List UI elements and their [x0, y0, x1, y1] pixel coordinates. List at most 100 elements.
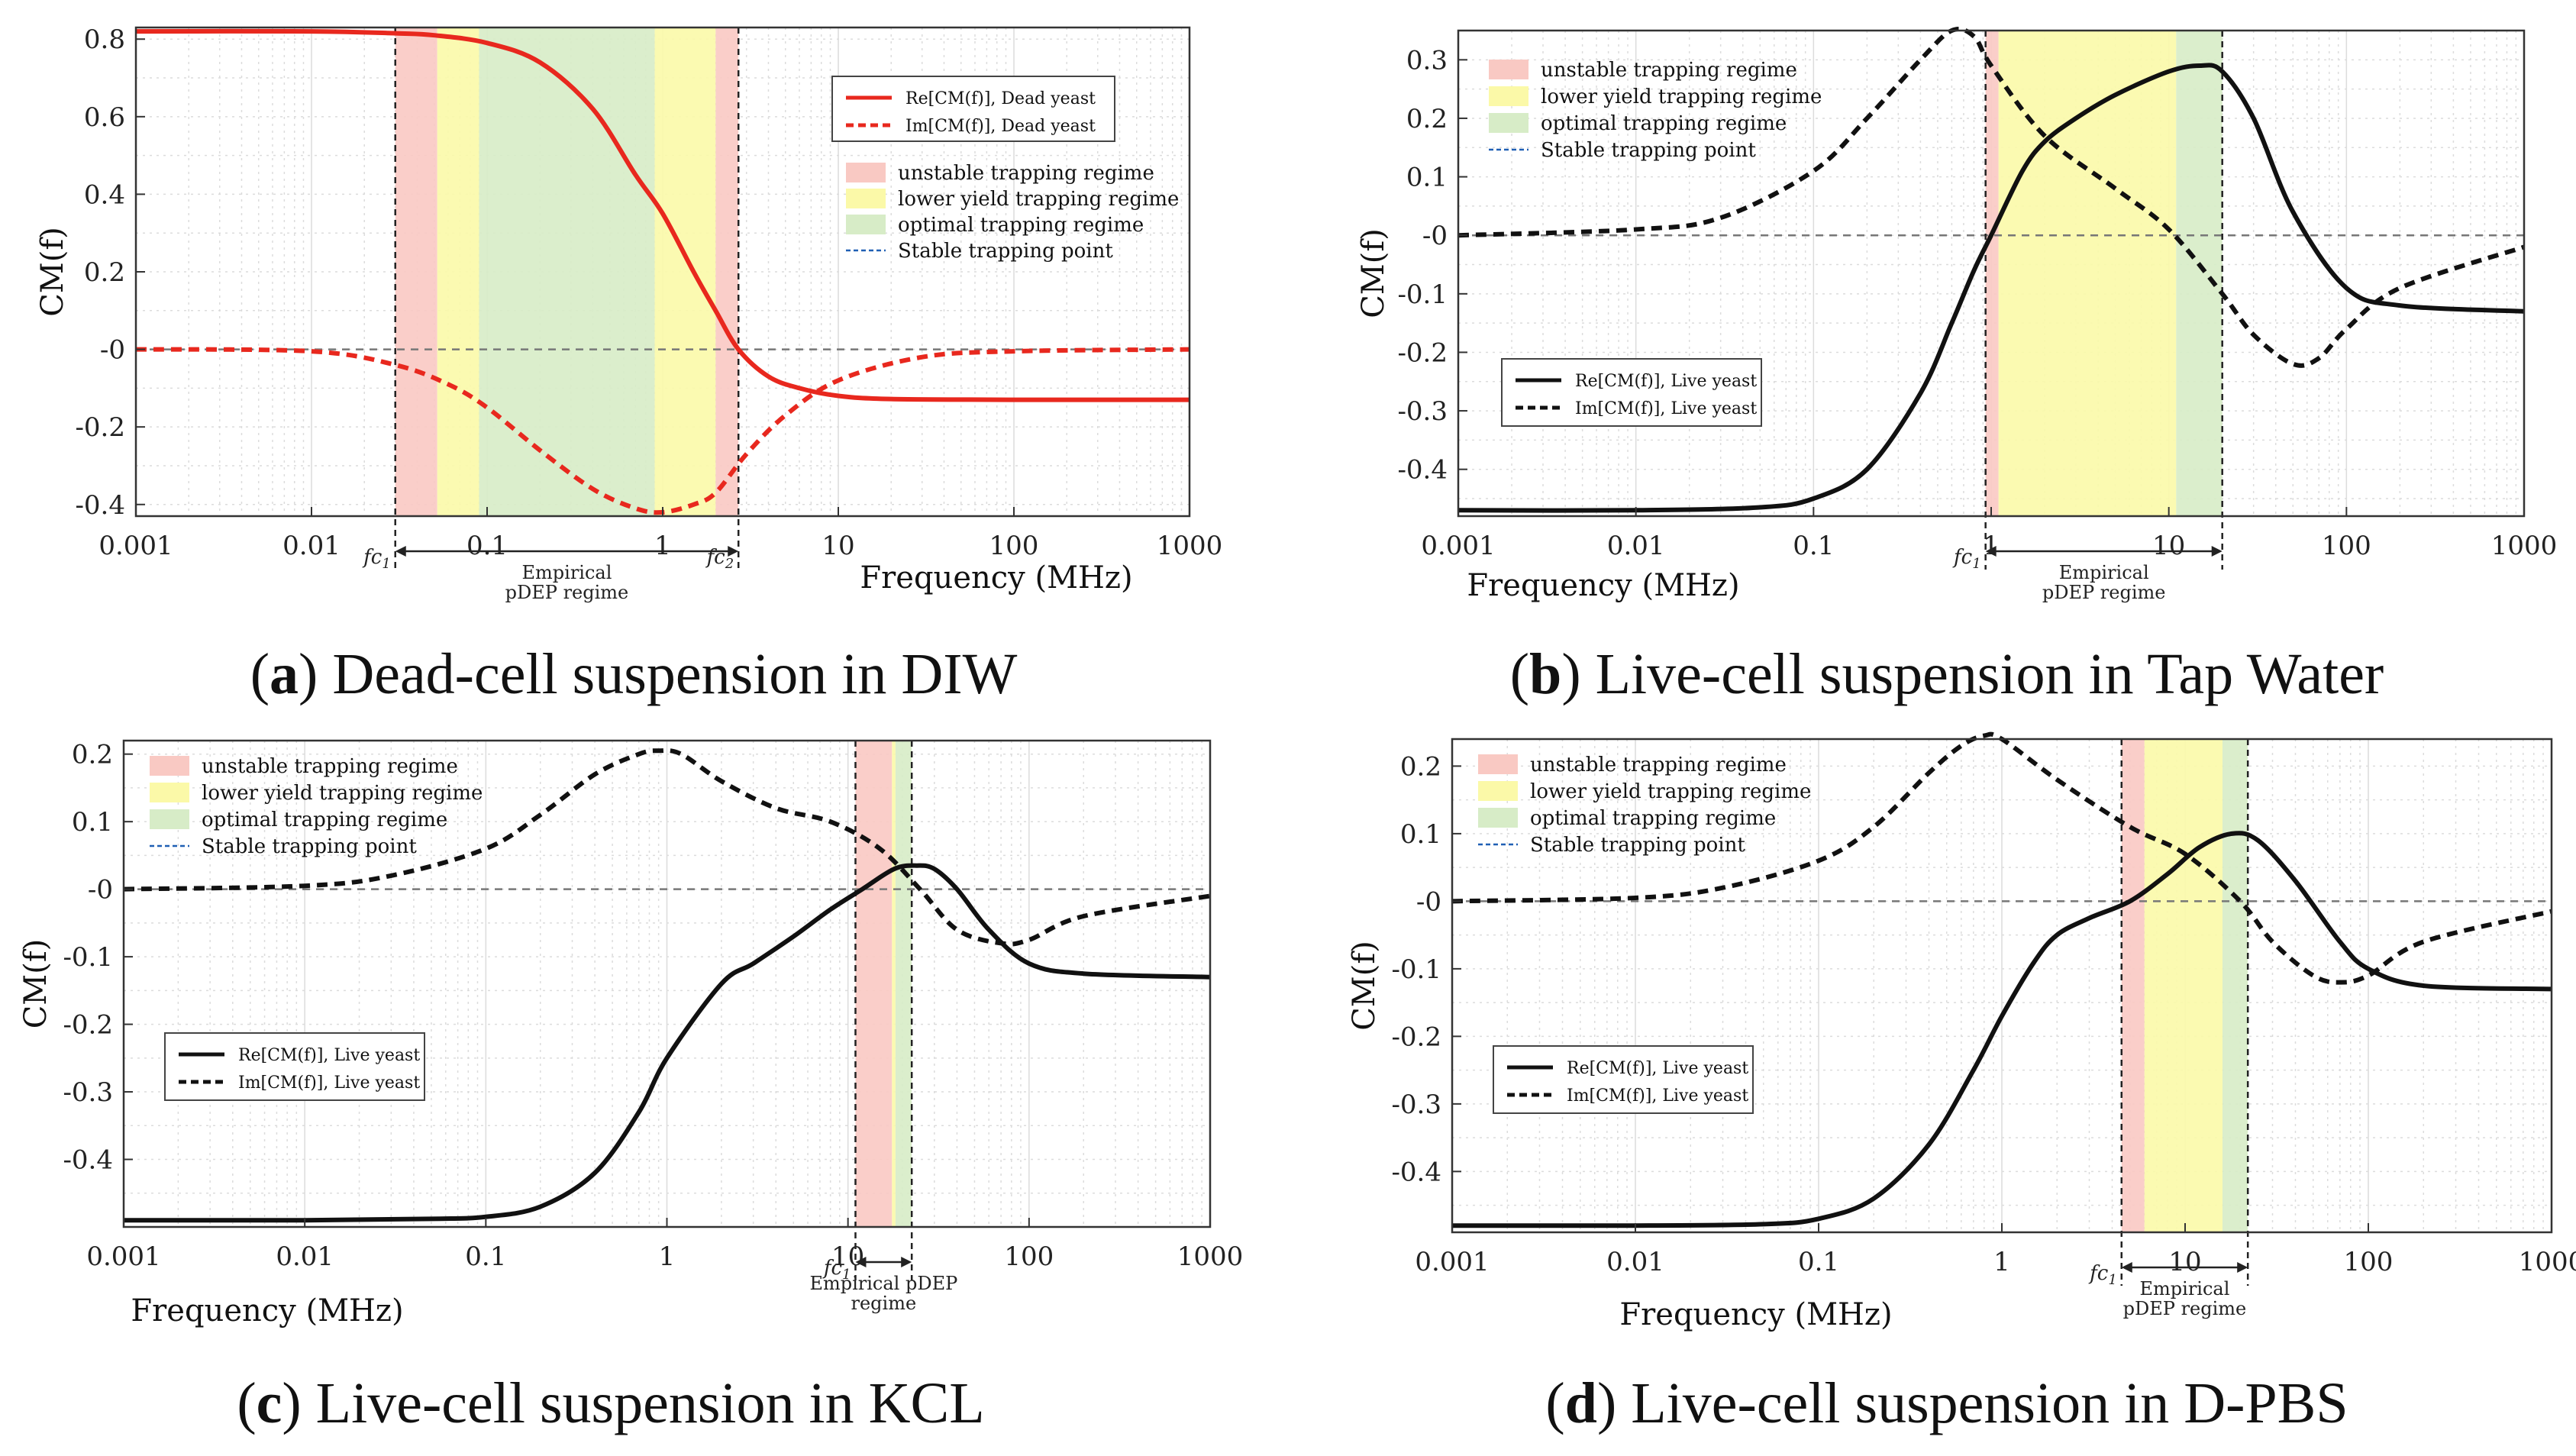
- series-im-line: [123, 747, 1211, 947]
- x-tick-label: 0.01: [1606, 1247, 1664, 1277]
- x-tick-label: 100: [2322, 531, 2371, 561]
- y-tick-label: 0.2: [1400, 751, 1441, 782]
- legend-text: lower yield trapping regime: [202, 782, 483, 805]
- y-axis-label: CM(f): [1356, 228, 1391, 318]
- legend-box: [164, 1032, 425, 1101]
- y-tick-label: -0.3: [1397, 396, 1448, 427]
- x-tick-label: 0.1: [1798, 1247, 1839, 1277]
- caption-a-letter: a: [270, 642, 299, 706]
- legend-text: lower yield trapping regime: [1541, 86, 1822, 108]
- regime-band-0: [395, 27, 437, 516]
- chart-d: 0.001 0.01 0.1 1 10 100 1000 0.2 0.1 -0 -0.1 -0.2 -0…: [1347, 731, 2576, 1332]
- y-tick-label: -0.4: [1391, 1157, 1441, 1187]
- x-tick-label: 0.01: [1607, 531, 1665, 561]
- regime-band-2: [2176, 31, 2223, 516]
- legend-text: optimal trapping regime: [1541, 112, 1787, 135]
- y-tick-label: 0.1: [72, 807, 113, 838]
- y-tick-label: -0: [1422, 221, 1448, 251]
- regime-band-0: [855, 741, 893, 1227]
- chart-a: 0.001 0.01 0.1 1 10 100 1000 0.8 0.6 0.4 0.2 -0 -0.2…: [35, 24, 1222, 603]
- caption-b-letter: b: [1529, 642, 1562, 706]
- legend-swatch: [1489, 86, 1528, 106]
- legend-box: [831, 76, 1115, 142]
- y-tick-label: 0.6: [84, 102, 125, 133]
- x-axis-label: Frequency (MHz): [1619, 1297, 1892, 1332]
- pdep-arrowhead-left: [855, 1257, 867, 1267]
- fc-label: fc1: [822, 1257, 851, 1283]
- y-tick-label: 0.3: [1406, 45, 1448, 76]
- legend-text: unstable trapping regime: [1541, 59, 1797, 82]
- x-tick-label: 0.1: [466, 531, 508, 561]
- fc-label: fc2: [705, 546, 734, 572]
- pdep-label-line2: pDEP regime: [2042, 582, 2166, 603]
- legend-text: unstable trapping regime: [1530, 754, 1787, 776]
- y-tick-label: 0.1: [1400, 819, 1441, 850]
- regime-legend: unstable trapping regime lower yield trap…: [150, 755, 483, 858]
- y-tick-label: 0.1: [1406, 163, 1448, 193]
- regime-band-0: [715, 27, 739, 516]
- series-im-line: [1457, 26, 2525, 368]
- regime-band-0: [1985, 31, 1999, 516]
- pdep-label-line1: Empirical: [2059, 562, 2149, 583]
- regime-band-1: [1998, 31, 2177, 516]
- y-tick-label: -0.2: [75, 412, 125, 443]
- x-tick-label: 0.1: [465, 1241, 506, 1272]
- y-tick-label: 0.4: [84, 179, 125, 210]
- y-tick-label: -0.3: [1391, 1090, 1441, 1120]
- legend-swatch: [846, 163, 886, 182]
- y-axis-label: CM(f): [35, 227, 70, 317]
- x-tick-label: 1000: [1157, 531, 1223, 561]
- x-tick-label: 1000: [1177, 1241, 1244, 1272]
- caption-a: (a) Dead-cell suspension in DIW: [250, 642, 1018, 706]
- y-tick-label: -0.2: [1397, 337, 1448, 368]
- pdep-arrowhead-right: [2237, 1262, 2248, 1273]
- pdep-arrowhead-left: [1985, 546, 1997, 557]
- x-axis-label: Frequency (MHz): [1467, 568, 1739, 603]
- pdep-label-line1: Empirical pDEP: [809, 1273, 957, 1294]
- y-tick-label: -0.3: [63, 1077, 113, 1108]
- legend-text: Im[CM(f)], Dead yeast: [905, 117, 1096, 136]
- y-tick-label: -0.1: [1397, 279, 1448, 310]
- y-tick-label: -0: [88, 875, 113, 906]
- y-tick-label: 0.2: [72, 740, 113, 770]
- legend-text: Im[CM(f)], Live yeast: [1567, 1086, 1748, 1106]
- caption-d-letter: d: [1564, 1371, 1597, 1435]
- x-tick-label: 10: [2168, 1247, 2201, 1277]
- caption-b-text: ) Live-cell suspension in Tap Water: [1561, 642, 2384, 706]
- y-tick-label: -0.4: [63, 1145, 113, 1176]
- legend-text: unstable trapping regime: [898, 162, 1154, 185]
- caption-a-text: ) Dead-cell suspension in DIW: [299, 642, 1018, 706]
- x-tick-label: 1: [654, 531, 671, 561]
- fc-label: fc1: [362, 546, 391, 572]
- x-tick-label: 0.001: [1415, 1247, 1489, 1277]
- legend-text: Stable trapping point: [898, 240, 1113, 263]
- pdep-arrowhead-left: [2121, 1262, 2132, 1273]
- pdep-label-line1: Empirical: [522, 562, 612, 583]
- y-tick-label: 0.8: [84, 24, 125, 55]
- x-axis-label: Frequency (MHz): [860, 560, 1132, 596]
- pdep-arrowhead-left: [395, 546, 406, 557]
- x-tick-label: 1: [659, 1241, 676, 1272]
- legend-swatch: [150, 756, 189, 776]
- pdep-label-line2: pDEP regime: [505, 582, 629, 603]
- legend-text: Re[CM(f)], Live yeast: [1567, 1059, 1748, 1078]
- caption-d-text: ) Live-cell suspension in D-PBS: [1596, 1371, 2348, 1435]
- x-tick-label: 0.001: [1421, 531, 1495, 561]
- pdep-label-line2: pDEP regime: [2123, 1298, 2247, 1319]
- x-axis-label: Frequency (MHz): [131, 1293, 403, 1328]
- legend-text: Re[CM(f)], Dead yeast: [905, 89, 1096, 108]
- x-tick-label: 0.001: [98, 531, 173, 561]
- legend-swatch: [150, 783, 189, 802]
- regime-legend: unstable trapping regime lower yield trap…: [846, 162, 1179, 263]
- legend-swatch: [846, 189, 886, 208]
- series-re-line: [135, 28, 1190, 402]
- regime-legend: unstable trapping regime lower yield trap…: [1478, 754, 1811, 857]
- pdep-label-line1: Empirical: [2140, 1278, 2230, 1299]
- legend-text: Im[CM(f)], Live yeast: [238, 1073, 420, 1093]
- legend-box: [1493, 1045, 1754, 1114]
- series-legend: Re[CM(f)], Live yeast Im[CM(f)], Live yea…: [164, 1032, 425, 1101]
- x-tick-label: 0.1: [1793, 531, 1834, 561]
- pdep-arrowhead-right: [2211, 546, 2223, 557]
- legend-text: lower yield trapping regime: [1530, 780, 1811, 803]
- x-tick-label: 0.01: [276, 1241, 334, 1272]
